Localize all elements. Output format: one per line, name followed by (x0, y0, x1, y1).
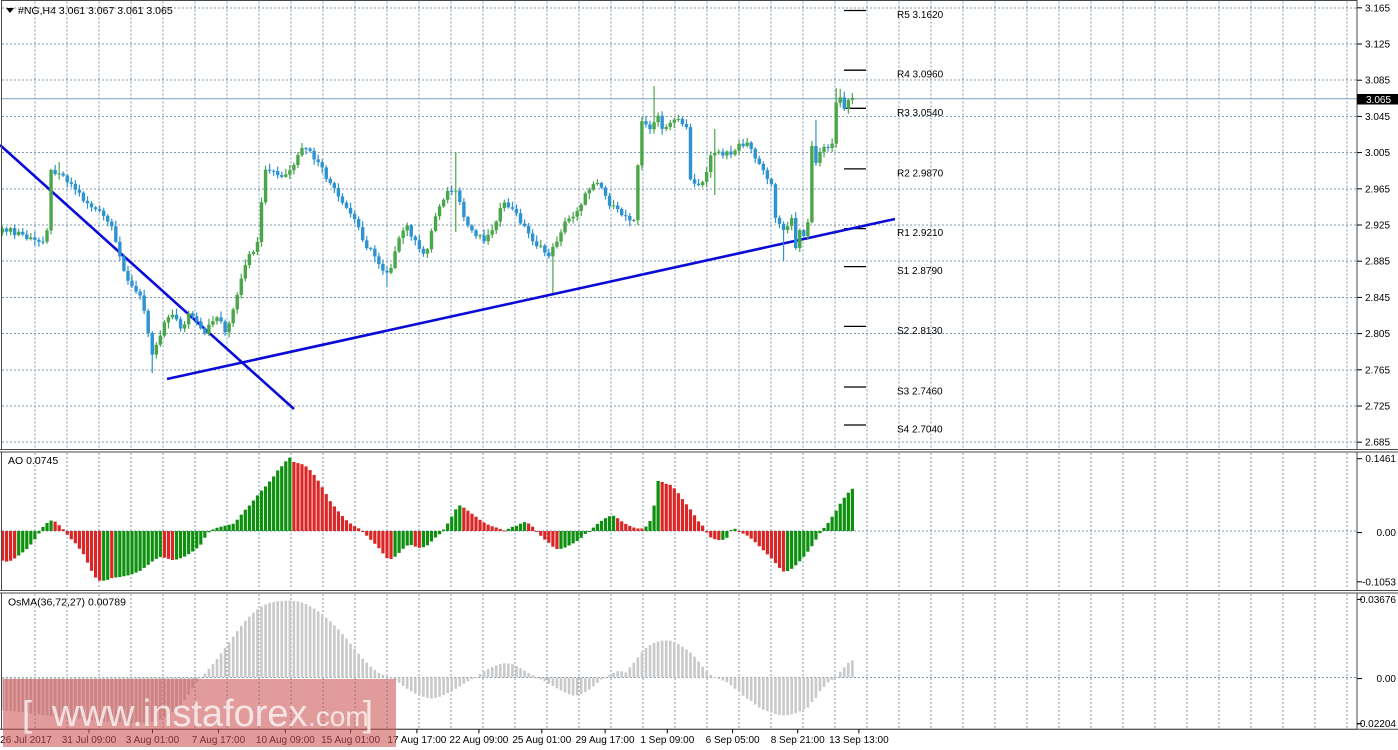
svg-text:OsMA(36,72,27) 0.00789: OsMA(36,72,27) 0.00789 (8, 597, 126, 609)
svg-text:R2 2.9870: R2 2.9870 (897, 168, 944, 179)
svg-text:1 Sep 09:00: 1 Sep 09:00 (640, 735, 694, 746)
svg-text:AO 0.0745: AO 0.0745 (8, 455, 58, 467)
svg-text:3.125: 3.125 (1365, 40, 1390, 51)
svg-text:13 Sep 13:00: 13 Sep 13:00 (829, 735, 889, 746)
svg-text:3.085: 3.085 (1365, 76, 1390, 87)
svg-text:0.00: 0.00 (1377, 674, 1397, 685)
svg-text:R5 3.1620: R5 3.1620 (897, 10, 944, 21)
svg-text:S3 2.7460: S3 2.7460 (897, 387, 943, 398)
svg-text:17 Aug 17:00: 17 Aug 17:00 (387, 735, 446, 746)
svg-text:29 Aug 17:00: 29 Aug 17:00 (576, 735, 635, 746)
svg-text:3.045: 3.045 (1365, 112, 1390, 123)
svg-text:2.725: 2.725 (1365, 402, 1390, 413)
svg-text:]: ] (363, 693, 373, 734)
svg-text:0.1461: 0.1461 (1365, 454, 1396, 465)
svg-text:2.965: 2.965 (1365, 184, 1390, 195)
svg-text:.com: .com (308, 701, 369, 732)
svg-text:0.03676: 0.03676 (1360, 595, 1397, 606)
svg-text:3.005: 3.005 (1365, 148, 1390, 159)
svg-text:0.00: 0.00 (1377, 528, 1397, 539)
svg-text:-0.1053: -0.1053 (1362, 577, 1396, 588)
svg-text:2.765: 2.765 (1365, 365, 1390, 376)
svg-text:6 Sep 05:00: 6 Sep 05:00 (706, 735, 760, 746)
svg-text:S1 2.8790: S1 2.8790 (897, 266, 943, 277)
svg-text:-0.02204: -0.02204 (1357, 719, 1397, 730)
svg-text:[: [ (22, 693, 32, 734)
svg-text:22 Aug 09:00: 22 Aug 09:00 (449, 735, 508, 746)
svg-text:2.925: 2.925 (1365, 221, 1390, 232)
svg-text:2.845: 2.845 (1365, 293, 1390, 304)
svg-text:3.165: 3.165 (1365, 3, 1390, 14)
svg-text:2.685: 2.685 (1365, 438, 1390, 449)
svg-text:3.065: 3.065 (1366, 95, 1391, 106)
svg-text:S4 2.7040: S4 2.7040 (897, 425, 943, 436)
svg-text:2.885: 2.885 (1365, 257, 1390, 268)
svg-text:25 Aug 01:00: 25 Aug 01:00 (512, 735, 571, 746)
svg-text:8 Sep 21:00: 8 Sep 21:00 (771, 735, 825, 746)
svg-text:R4 3.0960: R4 3.0960 (897, 70, 944, 81)
svg-text:www.instaforex: www.instaforex (51, 693, 308, 735)
svg-text:#NG,H4 3.061 3.067 3.061 3.06: #NG,H4 3.061 3.067 3.061 3.065 (18, 5, 173, 17)
svg-text:2.805: 2.805 (1365, 329, 1390, 340)
svg-text:R1 2.9210: R1 2.9210 (897, 228, 944, 239)
svg-text:R3 3.0540: R3 3.0540 (897, 108, 944, 119)
svg-text:S2 2.8130: S2 2.8130 (897, 326, 943, 337)
